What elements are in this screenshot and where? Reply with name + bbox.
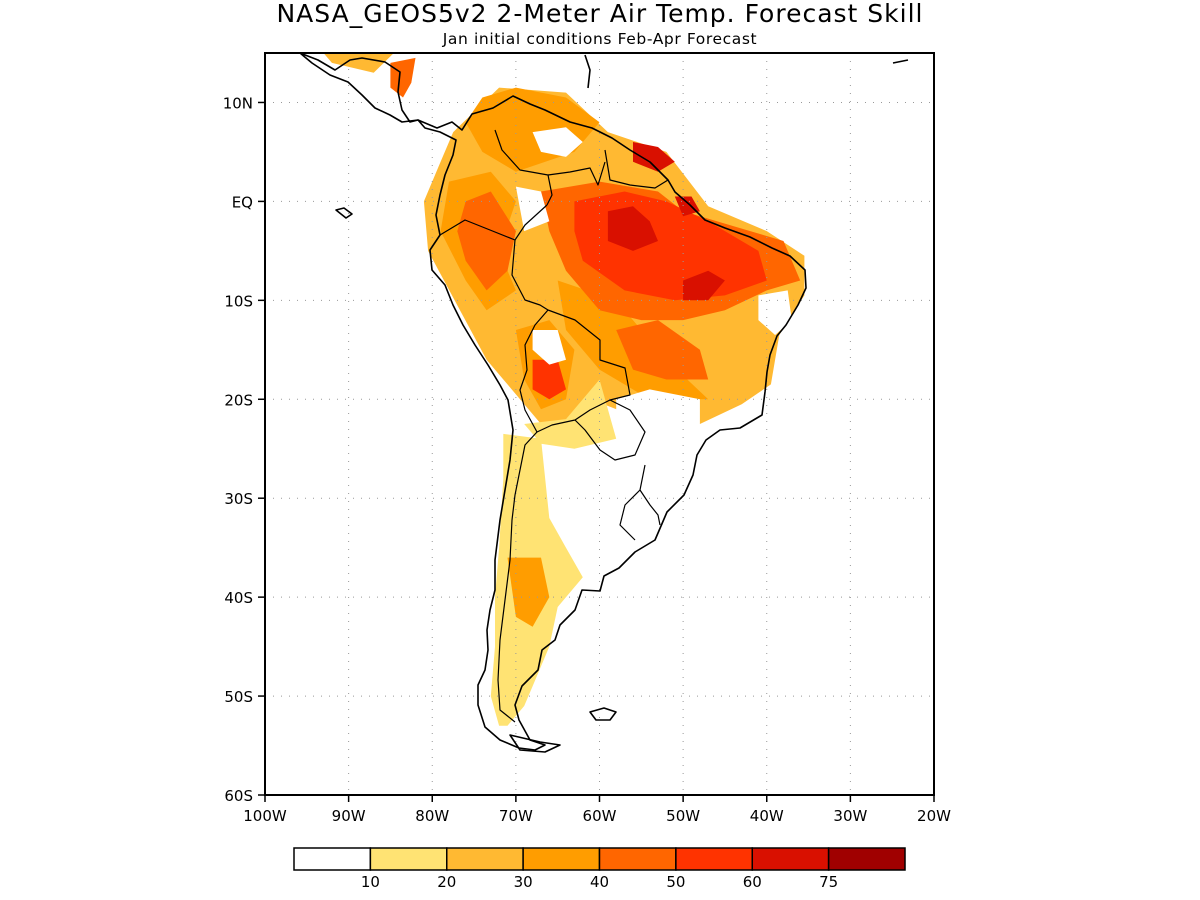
colorbar-swatch xyxy=(446,847,524,871)
border-brazil-uruguay xyxy=(639,464,661,526)
skill-region-15 xyxy=(633,142,675,172)
skill-region-14 xyxy=(683,270,725,301)
coastlines xyxy=(299,53,909,753)
colorbar-swatch xyxy=(751,847,830,871)
colorbar-swatch xyxy=(522,847,601,871)
skill-region-19 xyxy=(532,330,566,365)
country-borders xyxy=(439,129,669,723)
colorbar-label: 60 xyxy=(743,873,762,891)
border-argentina-chile xyxy=(497,431,538,723)
border-peru-brazil xyxy=(511,239,549,311)
skill-region-2 xyxy=(524,379,617,449)
x-tick-label: 20W xyxy=(917,807,951,825)
south-america-coastline xyxy=(417,95,807,751)
colorbar-label: 40 xyxy=(590,873,609,891)
colorbar-label: 10 xyxy=(361,873,380,891)
y-tick-label: EQ xyxy=(232,193,253,211)
border-paraguay xyxy=(574,399,646,461)
skill-region-13 xyxy=(607,206,658,251)
y-tick-label: 20S xyxy=(224,391,253,409)
falkland-islands xyxy=(589,707,617,721)
colorbar: 10 20 30 40 50 60 75 xyxy=(293,847,906,891)
galapagos-islands xyxy=(335,207,353,219)
skill-region-22 xyxy=(390,57,416,98)
border-guianas xyxy=(604,149,669,189)
colorbar-swatch xyxy=(369,847,448,871)
x-tick-label: 60W xyxy=(583,807,617,825)
x-tick-label: 100W xyxy=(243,807,287,825)
central-america-coastline xyxy=(299,53,419,123)
skill-region-7 xyxy=(507,557,550,627)
colorbar-swatch xyxy=(675,847,754,871)
skill-region-21 xyxy=(515,186,550,232)
tierra-del-fuego xyxy=(509,734,561,753)
skill-region-9 xyxy=(457,191,516,291)
skill-region-10 xyxy=(616,320,709,380)
colorbar-label: 30 xyxy=(514,873,533,891)
skill-region-23 xyxy=(323,53,394,73)
colorbar-label: 20 xyxy=(437,873,456,891)
border-colombia-peru xyxy=(439,204,548,241)
x-tick-label: 40W xyxy=(750,807,784,825)
y-tick-label: 40S xyxy=(224,589,253,607)
map-subtitle: Jan initial conditions Feb-Apr Forecast xyxy=(442,30,757,48)
x-tick-label: 90W xyxy=(332,807,366,825)
y-tick-label: 30S xyxy=(224,490,253,508)
x-tick-label: 50W xyxy=(666,807,700,825)
y-tick-label: 50S xyxy=(224,688,253,706)
border-colombia-venezuela xyxy=(494,129,553,206)
colorbar-label: 75 xyxy=(819,873,838,891)
skill-field xyxy=(323,53,805,726)
colorbar-swatch xyxy=(827,847,906,871)
x-tick-label: 80W xyxy=(415,807,449,825)
y-tick-label: 10N xyxy=(223,94,253,112)
colorbar-swatch xyxy=(293,847,372,871)
map-axes: 100W 90W 80W 70W 60W 50W 40W 30W 20W 10N EQ 10S 20S 3… xyxy=(223,94,951,825)
y-tick-label: 60S xyxy=(224,787,253,805)
skill-region-12 xyxy=(532,359,566,400)
caribbean-islands xyxy=(584,54,909,89)
x-tick-label: 70W xyxy=(499,807,533,825)
map-title: NASA_GEOS5v2 2-Meter Air Temp. Forecast … xyxy=(276,0,923,28)
border-uruguay-argentina xyxy=(619,489,641,541)
border-venezuela-brazil xyxy=(547,161,606,186)
y-tick-label: 10S xyxy=(224,292,253,310)
x-tick-label: 30W xyxy=(833,807,867,825)
skill-region-20 xyxy=(616,389,700,434)
colorbar-swatch xyxy=(598,847,677,871)
colorbar-label: 50 xyxy=(666,873,685,891)
skill-region-17 xyxy=(532,127,583,157)
